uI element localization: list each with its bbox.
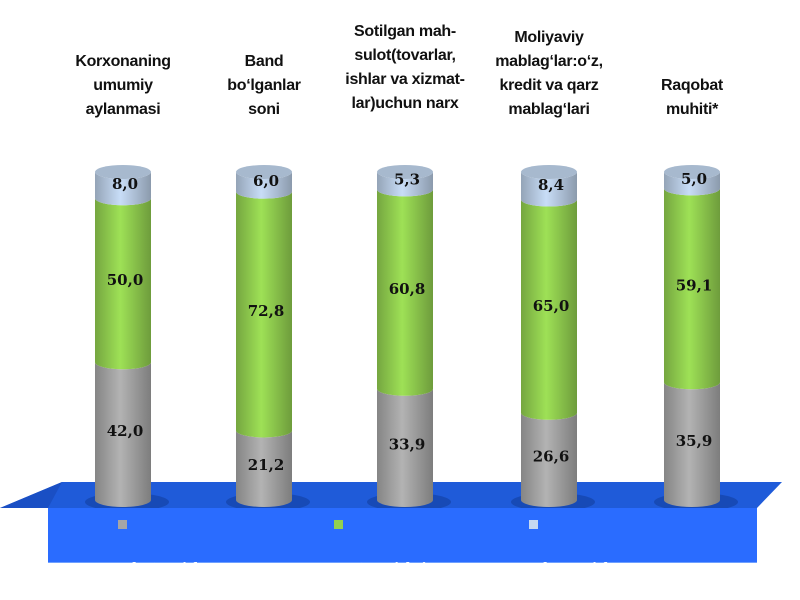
data-label: 72,8 (248, 302, 285, 320)
legend-label: o‘zgarishsiz (348, 559, 434, 578)
chart-floor-side (0, 482, 62, 508)
bar-segment (521, 172, 577, 207)
legend-item: kamayish (yomonlashish*) (529, 514, 663, 600)
bar-segment (521, 412, 577, 507)
data-label: 21,2 (248, 456, 285, 474)
bar-segment (521, 199, 577, 420)
bar-segment (377, 388, 434, 507)
data-label: 60,8 (389, 280, 426, 298)
data-label: 8,0 (112, 175, 138, 193)
bar-segment (95, 362, 151, 507)
bar-segment (236, 430, 292, 507)
data-label: 33,9 (389, 435, 426, 453)
legend-item: o‘zgarishsiz (334, 514, 434, 580)
bar-segment (664, 188, 720, 390)
data-label: 42,0 (107, 422, 144, 440)
legend: ko‘payish (yahshilanish*) o‘zgarishsiz k… (48, 508, 757, 600)
data-label: 5,0 (681, 170, 707, 188)
category-title: Sotilgan mah- sulot(tovarlar, ishlar va … (345, 23, 465, 112)
bar-top-cap (95, 165, 151, 179)
bar-segment (377, 189, 434, 396)
bar-segment (95, 172, 151, 206)
category-title: Moliyaviy mablag‘lar:o‘z, kredit va qarz… (495, 29, 603, 118)
data-label: 59,1 (676, 276, 713, 294)
category-title: Korxonaning umumiy aylanmasi (75, 53, 171, 118)
bar-segment (95, 198, 151, 370)
data-label: 8,4 (538, 176, 564, 194)
bar-segment (664, 172, 720, 196)
bar-segment (664, 382, 720, 507)
bar-top-cap (377, 165, 433, 179)
bar-segment (236, 172, 292, 199)
legend-item: ko‘payish (yahshilanish*) (118, 514, 243, 600)
data-label: 35,9 (676, 432, 713, 450)
legend-label: kamayish (yomonlashish*) (543, 559, 663, 600)
bar-top-cap (664, 165, 720, 179)
bar-segment (377, 172, 434, 197)
data-label: 65,0 (533, 297, 570, 315)
legend-swatch (529, 520, 538, 529)
bar-top-cap (236, 165, 292, 179)
bar-top-cap (521, 165, 577, 179)
bar-segment (236, 191, 292, 438)
data-label: 50,0 (107, 271, 144, 289)
category-title: Band bo‘lganlar soni (227, 53, 301, 118)
legend-swatch (334, 520, 343, 529)
legend-label: ko‘payish (yahshilanish*) (132, 559, 243, 600)
data-label: 5,3 (394, 171, 420, 189)
data-label: 26,6 (533, 447, 570, 465)
data-label: 6,0 (253, 172, 279, 190)
category-title: Raqobat muhiti* (661, 77, 723, 118)
legend-swatch (118, 520, 127, 529)
